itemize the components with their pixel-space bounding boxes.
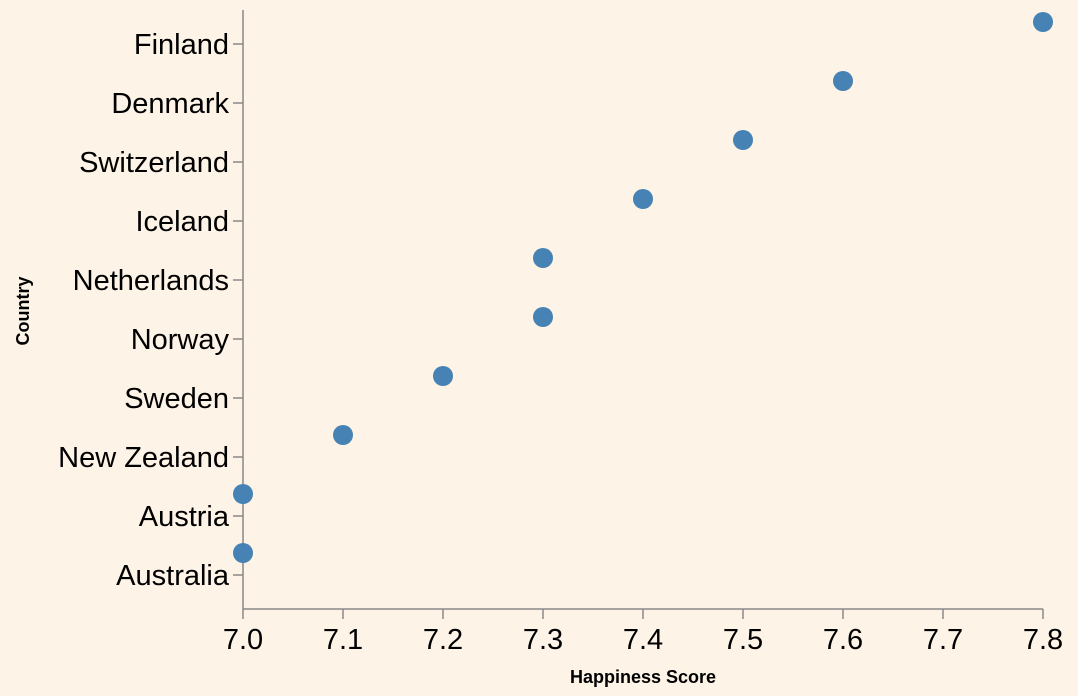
x-tick-label: 7.0: [223, 624, 263, 656]
y-tick-label: Australia: [116, 560, 230, 592]
y-axis: Finland Denmark Switzerland Iceland Netherla…: [58, 10, 244, 609]
x-tick-label: 7.1: [323, 624, 363, 656]
y-tick-label: Norway: [131, 324, 230, 356]
y-axis-title: Country: [13, 277, 33, 346]
data-point: [733, 130, 753, 150]
x-tick-label: 7.8: [1023, 624, 1063, 656]
y-tick-label: Switzerland: [79, 147, 229, 179]
y-tick-label: New Zealand: [58, 442, 229, 474]
data-point: [533, 248, 553, 268]
x-tick-label: 7.2: [423, 624, 463, 656]
y-tick-label: Finland: [134, 29, 229, 61]
x-tick-label: 7.7: [923, 624, 963, 656]
data-point: [633, 189, 653, 209]
x-tick-label: 7.3: [523, 624, 563, 656]
data-point: [833, 71, 853, 91]
y-tick-label: Iceland: [135, 206, 229, 238]
data-point: [233, 484, 253, 504]
x-axis: 7.0 7.1 7.2 7.3 7.4 7.5 7.6 7.7 7.8: [223, 608, 1063, 656]
data-point: [333, 425, 353, 445]
x-tick-label: 7.5: [723, 624, 763, 656]
y-tick-label: Sweden: [124, 383, 229, 415]
x-tick-label: 7.6: [823, 624, 863, 656]
data-point: [233, 543, 253, 563]
data-point: [1033, 12, 1053, 32]
x-axis-title: Happiness Score: [570, 667, 716, 687]
data-points: [233, 12, 1053, 563]
data-point: [433, 366, 453, 386]
x-tick-label: 7.4: [623, 624, 663, 656]
y-tick-label: Netherlands: [73, 265, 229, 297]
y-tick-label: Austria: [139, 501, 230, 533]
data-point: [533, 307, 553, 327]
y-tick-label: Denmark: [111, 88, 229, 120]
